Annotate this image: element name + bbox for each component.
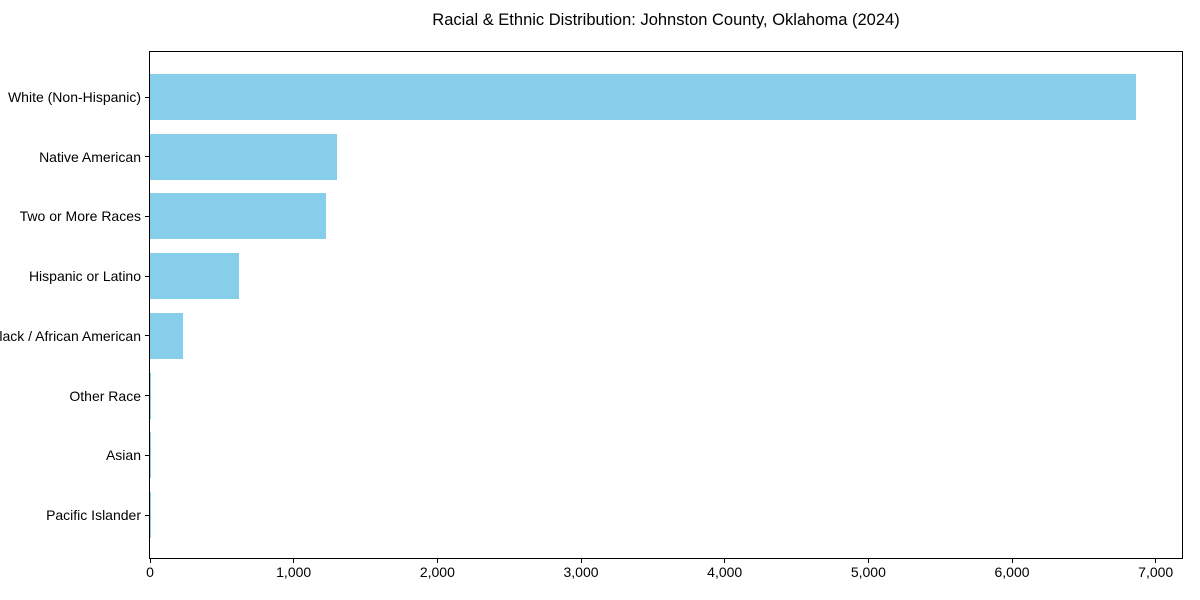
x-tick-label: 1,000 bbox=[276, 564, 312, 580]
x-tick bbox=[436, 558, 438, 563]
x-tick bbox=[867, 558, 869, 563]
y-tick-label: Pacific Islander bbox=[46, 507, 141, 523]
y-tick-label: Other Race bbox=[69, 387, 141, 404]
bar bbox=[150, 312, 184, 359]
bar bbox=[150, 432, 151, 479]
bar bbox=[150, 193, 326, 240]
chart-title: Racial & Ethnic Distribution: Johnston C… bbox=[432, 11, 900, 29]
y-tick-label: White (Non-Hispanic) bbox=[7, 89, 141, 105]
x-tick-label: 2,000 bbox=[419, 564, 455, 580]
y-tick-label: Native American bbox=[39, 148, 141, 165]
y-tick bbox=[145, 156, 150, 158]
bar bbox=[150, 372, 152, 419]
y-tick bbox=[145, 454, 150, 456]
bar bbox=[150, 133, 337, 180]
bar bbox=[150, 253, 240, 300]
plot-area: White (Non-Hispanic) Native American Two o… bbox=[0, 51, 1183, 579]
x-tick bbox=[149, 558, 151, 563]
x-tick bbox=[580, 558, 582, 563]
x-tick-label: 5,000 bbox=[850, 564, 886, 580]
x-tick bbox=[293, 558, 295, 563]
y-tick bbox=[145, 335, 150, 337]
y-tick-label: Black / African American bbox=[0, 327, 141, 344]
y-tick bbox=[145, 275, 150, 277]
x-tick-label: 7,000 bbox=[1138, 564, 1174, 580]
y-tick bbox=[145, 514, 150, 516]
y-tick bbox=[145, 395, 150, 397]
x-tick-label: 6,000 bbox=[994, 564, 1030, 580]
y-tick-label: Two or More Races bbox=[19, 208, 141, 225]
y-tick bbox=[145, 215, 150, 217]
x-tick bbox=[724, 558, 726, 563]
x-tick-label: 3,000 bbox=[563, 564, 599, 580]
x-tick-label: 0 bbox=[146, 564, 154, 580]
x-tick bbox=[1155, 558, 1157, 563]
y-tick-label: Hispanic or Latino bbox=[28, 268, 141, 285]
y-tick-label: Asian bbox=[105, 447, 141, 464]
bar bbox=[150, 74, 1136, 120]
x-tick bbox=[1011, 558, 1013, 563]
y-tick bbox=[145, 96, 150, 98]
x-tick-label: 4,000 bbox=[707, 564, 743, 580]
